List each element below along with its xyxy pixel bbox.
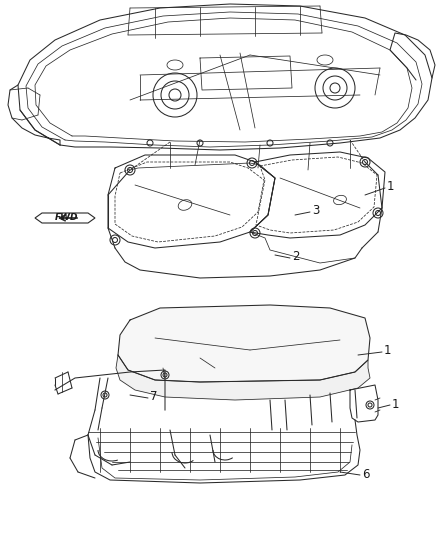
Polygon shape — [118, 305, 370, 382]
Text: FWD: FWD — [55, 214, 79, 222]
Text: 1: 1 — [392, 398, 399, 410]
Text: 2: 2 — [292, 251, 300, 263]
Text: 7: 7 — [150, 391, 158, 403]
Polygon shape — [116, 355, 370, 400]
Text: 6: 6 — [362, 467, 370, 481]
Text: 1: 1 — [387, 181, 395, 193]
Text: 3: 3 — [312, 205, 319, 217]
Text: 1: 1 — [384, 344, 392, 358]
